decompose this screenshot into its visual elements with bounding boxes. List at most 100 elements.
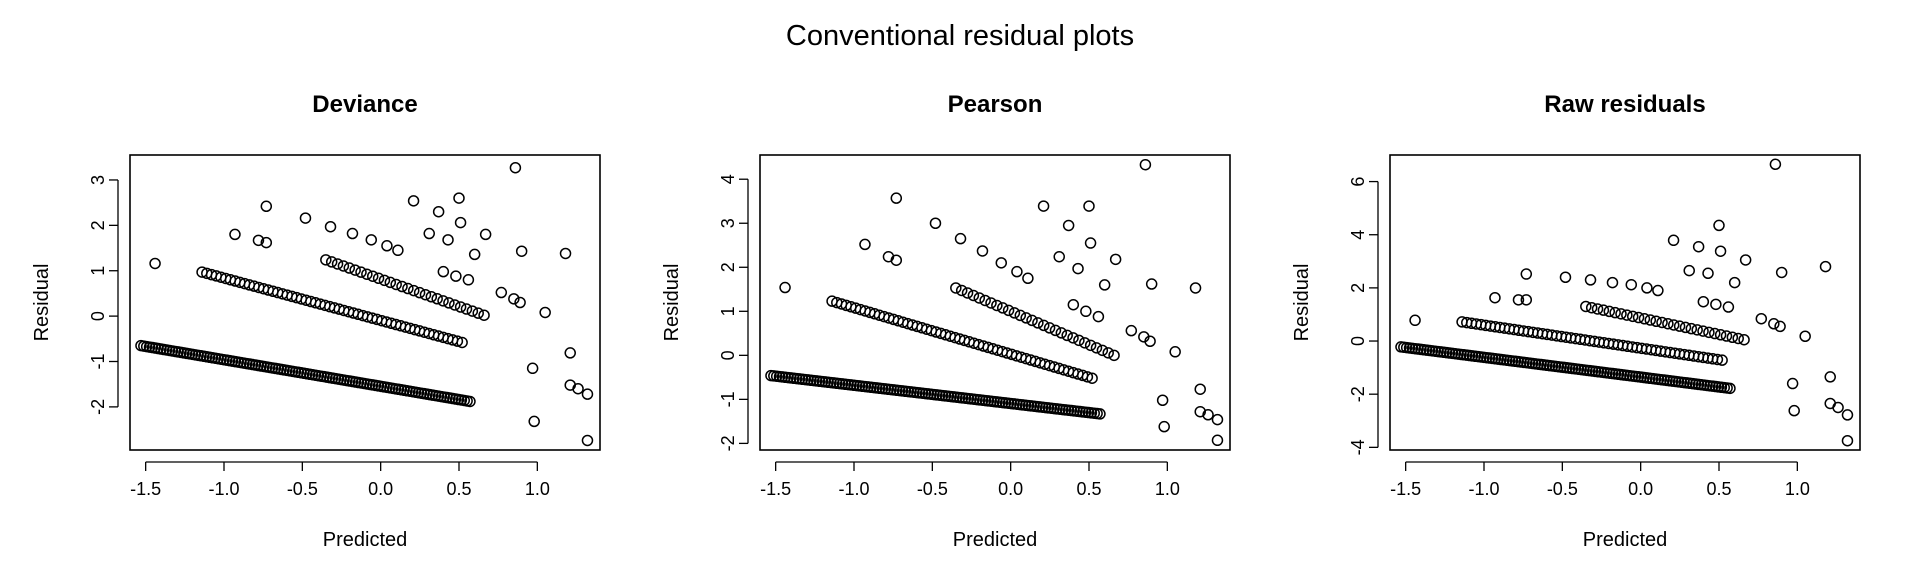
data-point [407, 284, 420, 297]
data-point [260, 236, 273, 249]
x-tick-label: 0.5 [446, 479, 471, 499]
data-point [1683, 264, 1695, 277]
data-point [1638, 313, 1651, 325]
data-point [346, 227, 359, 240]
y-tick-label: -1 [718, 391, 738, 407]
x-tick-label: 0.0 [368, 479, 393, 499]
data-point [479, 228, 492, 241]
data-point [396, 280, 408, 293]
data-point [890, 254, 903, 266]
data-point [149, 257, 161, 270]
data-point [979, 294, 991, 307]
data-point [1702, 267, 1714, 280]
x-tick-label: 0.0 [998, 479, 1023, 499]
data-point [381, 240, 393, 252]
x-tick-label: 1.0 [1155, 479, 1180, 499]
data-point [1679, 321, 1692, 334]
data-point [365, 234, 378, 246]
data-point [996, 302, 1009, 314]
data-point [1067, 332, 1079, 344]
data-point [1489, 291, 1501, 304]
x-tick-label: 0.5 [1706, 479, 1731, 499]
x-tick-label: -1.5 [1390, 479, 1421, 499]
data-point [299, 212, 312, 224]
data-point [442, 234, 454, 246]
data-point [432, 205, 445, 218]
data-point [1832, 401, 1844, 414]
data-point [1061, 329, 1073, 342]
y-tick-label: 2 [88, 220, 108, 230]
data-point [1145, 278, 1158, 290]
y-tick-label: 2 [1348, 283, 1368, 293]
x-tick-label: -0.5 [287, 479, 318, 499]
data-point [1037, 319, 1050, 332]
data-point [985, 297, 997, 309]
data-point [472, 307, 484, 319]
data-point [1606, 276, 1619, 289]
x-tick-label: -1.5 [760, 479, 791, 499]
data-point [1125, 324, 1138, 337]
data-point [890, 192, 903, 204]
y-axis-label: Residual [1291, 264, 1313, 342]
data-point [514, 296, 526, 309]
data-point [407, 195, 420, 207]
data-point [1726, 331, 1739, 343]
x-tick-label: -1.5 [130, 479, 161, 499]
data-point [1520, 294, 1533, 306]
data-point [1615, 308, 1627, 320]
data-point [1709, 327, 1721, 340]
data-point [955, 284, 968, 297]
data-point [450, 270, 462, 282]
y-tick-label: 1 [88, 266, 108, 276]
data-points [135, 161, 594, 447]
data-point [320, 254, 332, 266]
data-point [991, 299, 1003, 312]
data-point [1053, 250, 1065, 263]
x-tick-label: -0.5 [1547, 479, 1578, 499]
data-point [1073, 334, 1085, 347]
x-axis-label: Predicted [953, 529, 1038, 551]
y-tick-label: 4 [1348, 230, 1368, 240]
data-point [1520, 268, 1533, 280]
data-point [1109, 253, 1122, 266]
data-point [1662, 317, 1674, 330]
data-point [1002, 304, 1015, 317]
data-point [1011, 265, 1023, 278]
data-point [349, 264, 361, 276]
data-point [509, 161, 522, 174]
data-point [1096, 344, 1109, 357]
data-point [1728, 276, 1741, 289]
data-point [526, 362, 539, 375]
data-point [390, 278, 402, 291]
data-point [419, 288, 432, 301]
data-point [1580, 300, 1592, 313]
y-tick-label: -1 [88, 353, 108, 369]
data-point [581, 388, 594, 400]
data-point [1667, 234, 1680, 247]
data-point [337, 260, 350, 272]
data-point [976, 245, 989, 257]
data-point [581, 434, 594, 447]
data-point [1697, 295, 1710, 308]
data-point [1841, 409, 1854, 421]
data-point [995, 257, 1008, 269]
panel-2: Pearson -1.5 -1.0 -0.5 0.0 0.5 1.0 -2 -1 0 1 2 3 4 Pre… [661, 91, 1231, 551]
data-point [372, 272, 385, 285]
data-point [508, 293, 520, 305]
y-tick-label: 0 [718, 350, 738, 360]
data-point [378, 274, 391, 287]
figure-title: Conventional residual plots [786, 20, 1134, 52]
data-point [1621, 309, 1633, 321]
data-point [324, 220, 337, 233]
data-point [1026, 314, 1038, 327]
data-point [1824, 371, 1836, 383]
data-point [1037, 200, 1050, 212]
plot-frame [1389, 154, 1861, 451]
data-point [1072, 262, 1084, 275]
data-point [859, 238, 871, 251]
data-point [1591, 303, 1604, 315]
y-axis-label: Residual [31, 264, 53, 342]
data-point [1081, 371, 1094, 383]
data-point [443, 297, 455, 309]
